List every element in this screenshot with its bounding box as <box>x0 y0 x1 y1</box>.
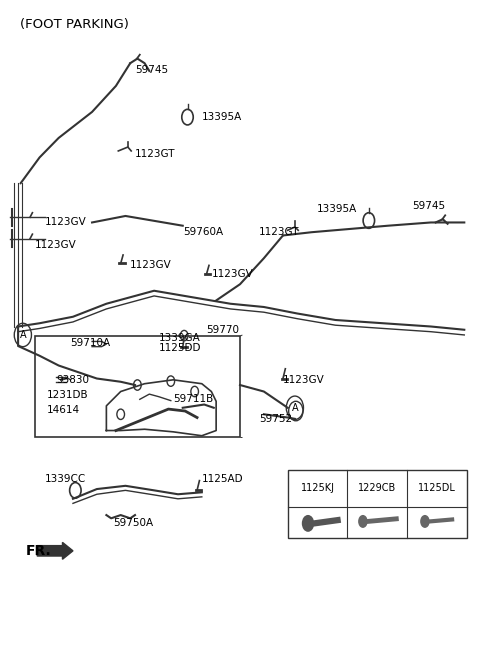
Text: 1229CB: 1229CB <box>358 483 396 493</box>
Text: 1123GV: 1123GV <box>35 240 76 250</box>
Text: 1123GV: 1123GV <box>283 375 324 385</box>
Text: 59750A: 59750A <box>114 518 154 528</box>
Text: 1339CC: 1339CC <box>44 474 85 485</box>
Text: 93830: 93830 <box>56 375 89 385</box>
Text: 59745: 59745 <box>135 65 168 74</box>
Text: 14614: 14614 <box>47 405 80 415</box>
Text: 1123GT: 1123GT <box>259 227 300 237</box>
Text: A: A <box>291 403 298 413</box>
Text: 59760A: 59760A <box>183 227 223 237</box>
Circle shape <box>420 515 430 528</box>
Text: 1123GV: 1123GV <box>44 217 86 227</box>
Text: 1123GT: 1123GT <box>135 149 176 159</box>
Text: 13395A: 13395A <box>202 112 242 122</box>
Text: 1125DD: 1125DD <box>159 343 202 353</box>
Circle shape <box>358 515 368 528</box>
Text: 59710A: 59710A <box>71 338 111 348</box>
Bar <box>35 336 240 437</box>
Text: 1125DL: 1125DL <box>418 483 456 493</box>
Text: A: A <box>20 330 26 340</box>
Text: 1125KJ: 1125KJ <box>300 483 335 493</box>
Text: 1123GV: 1123GV <box>130 260 172 270</box>
Text: 13395A: 13395A <box>316 204 357 214</box>
Text: FR.: FR. <box>25 544 51 558</box>
Text: 59711B: 59711B <box>173 394 214 404</box>
Text: 1231DB: 1231DB <box>47 390 88 400</box>
Text: 59752: 59752 <box>259 414 292 424</box>
Circle shape <box>302 515 314 532</box>
FancyArrow shape <box>37 543 73 559</box>
Text: 1339GA: 1339GA <box>159 333 201 343</box>
Text: 59745: 59745 <box>412 201 445 211</box>
Text: 59770: 59770 <box>206 325 240 335</box>
Text: (FOOT PARKING): (FOOT PARKING) <box>21 18 129 31</box>
Text: 1125AD: 1125AD <box>202 474 243 485</box>
Text: 1123GV: 1123GV <box>211 270 253 279</box>
Bar <box>288 470 467 538</box>
